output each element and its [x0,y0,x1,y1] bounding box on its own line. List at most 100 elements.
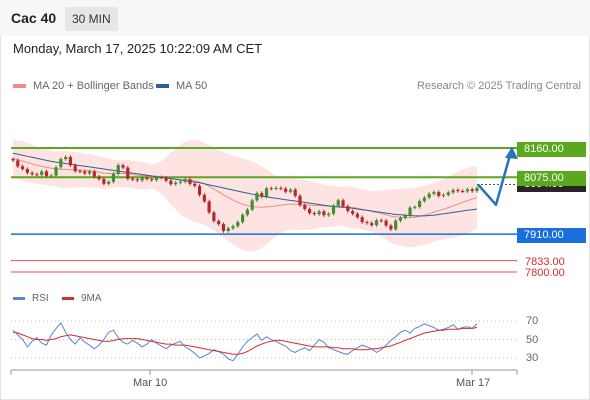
candle-body [288,189,293,192]
candle-body [417,201,422,207]
candle-body [336,200,340,206]
rsi-9ma-line [12,327,478,355]
level-label-7833: 7833.00 [525,256,565,268]
candle-body [30,172,34,175]
candle-body [475,187,479,192]
candle-body [221,224,226,232]
candle-body [231,226,235,229]
level-tag-8075: 8075.00 [517,171,586,186]
ma50-swatch [156,84,169,88]
candle-body [59,159,63,168]
candle-body [73,165,77,172]
instrument-title: Cac 40 [11,10,57,26]
candle-body [441,194,446,196]
candle-body [35,174,39,176]
candle-body [145,177,149,179]
candle-body [327,213,331,216]
candle-body [470,189,474,192]
candle-body [169,180,173,185]
forecast-arrowhead [505,147,518,159]
rsi-label: RSI [32,293,49,304]
candle-body [360,217,364,223]
candle-body [159,177,163,179]
candle-body [284,188,288,192]
candle-body [130,178,135,180]
candle-body [465,189,470,192]
candle-body [403,215,407,218]
candle-body [236,222,240,227]
candle-body [217,221,221,225]
candle-body [274,187,278,189]
candle-body [293,189,297,196]
candle-body [78,171,82,173]
candle-body [341,200,345,207]
candle-body [384,220,388,226]
legend-9ma: 9MA [62,293,102,304]
candle-body [11,159,15,161]
candle-body [245,209,249,215]
credit-text: Research © 2025 Trading Central [416,80,581,92]
candle-body [97,176,101,179]
candle-body [432,192,436,194]
level-tag-7910: 7910.00 [517,228,586,243]
rsi-line [12,322,478,362]
candle-body [264,188,269,197]
candle-body [317,211,321,215]
candle-body [121,165,125,168]
candle-body [68,156,73,166]
candle-body [49,175,53,177]
x-label-mar10: Mar 10 [133,377,168,389]
candle-body [379,220,383,222]
candle-body [87,171,92,174]
candle-body [150,179,154,181]
candle-body [346,206,350,212]
candle-body [255,193,259,201]
header-bar: Cac 40 30 MIN [0,0,590,36]
candle-body [413,206,417,208]
candle-body [212,212,216,222]
candle-body [64,156,68,160]
candle-body [116,165,120,174]
candle-body [437,192,441,196]
candle-body [260,193,264,197]
candle-body [322,211,326,216]
x-label-mar17: Mar 17 [456,377,491,389]
candle-body [461,191,465,193]
candle-body [451,190,455,193]
candle-body [351,211,355,214]
candle-body [40,171,44,175]
ma20-swatch [13,84,26,88]
bollinger-band [13,139,477,252]
timeframe-button[interactable]: 30 MIN [65,7,118,31]
candle-body [269,188,273,190]
rsi-tick-70: 70 [526,315,539,327]
candle-body [331,205,336,214]
candle-body [178,181,183,183]
candle-body [398,217,403,221]
candle-body [20,166,25,170]
candle-body [389,225,393,230]
candle-body [140,177,144,181]
candle-body [226,228,230,232]
ma50-line [12,152,478,217]
candle-body [92,171,96,177]
candle-body [188,179,192,184]
candle-body [427,193,431,198]
legend-rsi: RSI [13,293,49,304]
legend-ma20: MA 20 + Bollinger Bands [13,80,154,92]
candle-body [107,181,111,184]
candle-body [422,197,426,202]
candle-body [446,192,450,195]
rsi-swatch [13,297,25,300]
candle-body [370,223,374,226]
candle-body [197,185,202,195]
candle-body [54,167,58,176]
forecast-arrow-path [477,147,514,207]
candle-body [126,167,130,179]
rsi-tick-50: 50 [526,334,539,346]
candle-body [374,220,379,226]
ma9-label: 9MA [81,293,102,304]
candle-body [111,173,116,182]
candle-body [193,183,197,186]
